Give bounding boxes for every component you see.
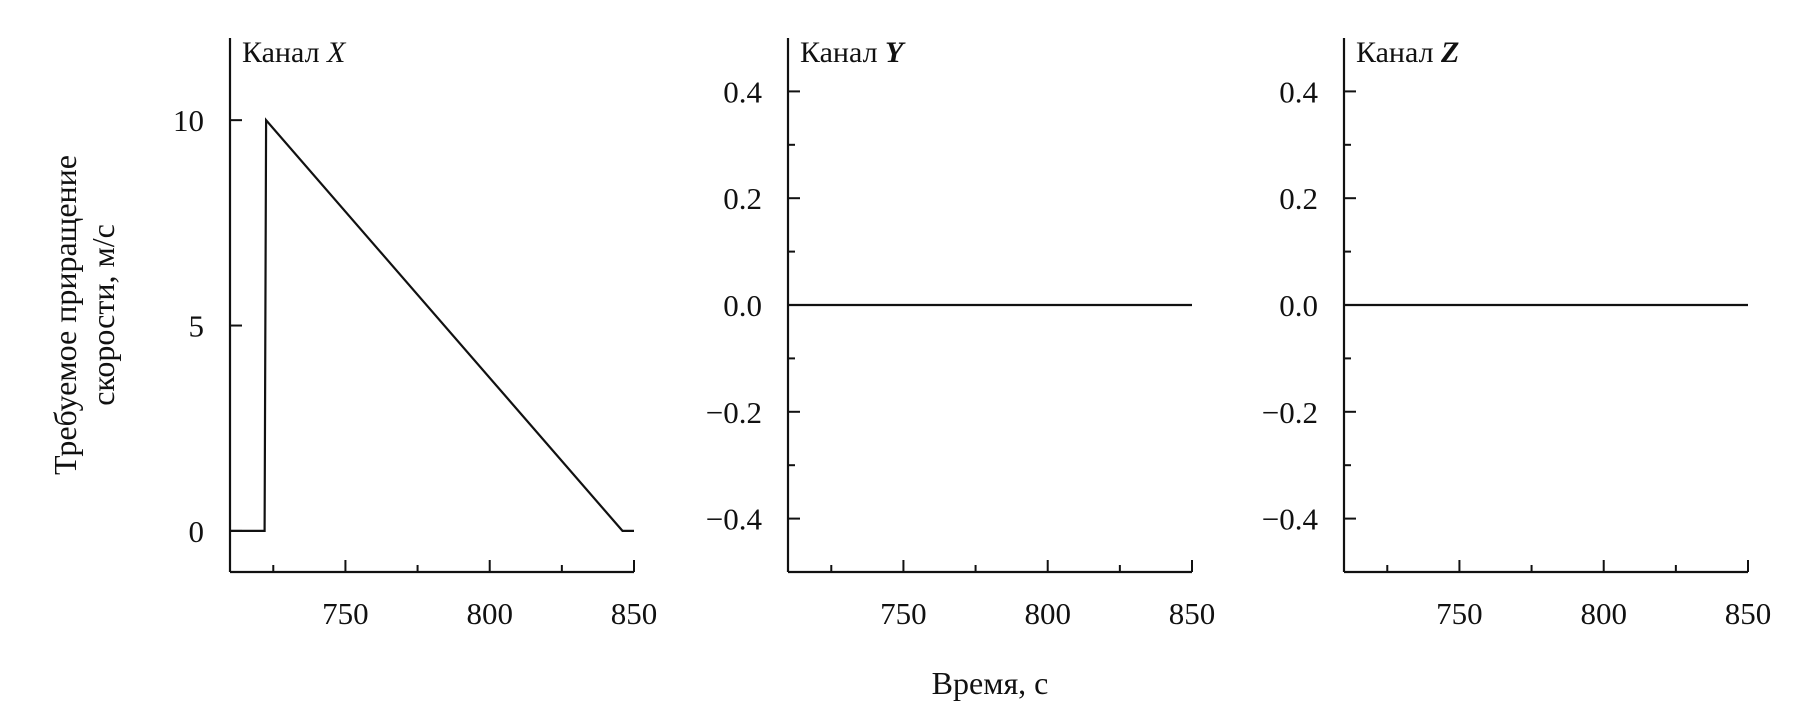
y-tick-label: −0.2: [1262, 395, 1318, 430]
y-tick-label: 10: [173, 103, 204, 138]
x-tick-label: 850: [611, 596, 658, 631]
y-tick-label: 5: [189, 309, 205, 344]
y-tick-label: −0.4: [706, 502, 763, 537]
y-tick-label: 0.4: [723, 74, 762, 109]
y-tick-label: 0.4: [1279, 74, 1318, 109]
series-line: [230, 117, 634, 533]
x-tick-label: 800: [1024, 596, 1071, 631]
panel-title: Канал Y: [800, 36, 906, 69]
y-tick-label: −0.4: [1262, 502, 1319, 537]
y-tick-label: −0.2: [706, 395, 762, 430]
x-tick-label: 850: [1725, 596, 1772, 631]
y-tick-label: 0.0: [1279, 288, 1318, 323]
chart-panel-2: 750 800 850 0.4 0.2 0.0 −0.2 −0.4 Канал Y Время, …: [706, 36, 1215, 701]
y-tick-label: 0: [189, 514, 205, 549]
x-tick-label: 850: [1169, 596, 1216, 631]
panel-title: Канал X: [242, 36, 347, 69]
x-tick-label: 750: [322, 596, 369, 631]
x-axis-label: Время, с: [932, 665, 1049, 701]
x-tick-label: 800: [1580, 596, 1627, 631]
y-tick-label: 0.2: [723, 181, 762, 216]
x-tick-label: 750: [1436, 596, 1483, 631]
panel-title: Канал Z: [1356, 36, 1459, 69]
x-tick-label: 800: [466, 596, 513, 631]
chart-panel-3: 750 800 850 0.4 0.2 0.0 −0.2 −0.4 Канал Z: [1262, 36, 1771, 631]
y-axis-label: Требуемое приращениескорости, м/с: [47, 155, 121, 475]
x-tick-label: 750: [880, 596, 927, 631]
y-tick-label: 0.0: [723, 288, 762, 323]
chart-panel-1: 750 800 850 0 5 10 Канал X Требуемое приращение…: [47, 36, 657, 631]
y-tick-label: 0.2: [1279, 181, 1318, 216]
